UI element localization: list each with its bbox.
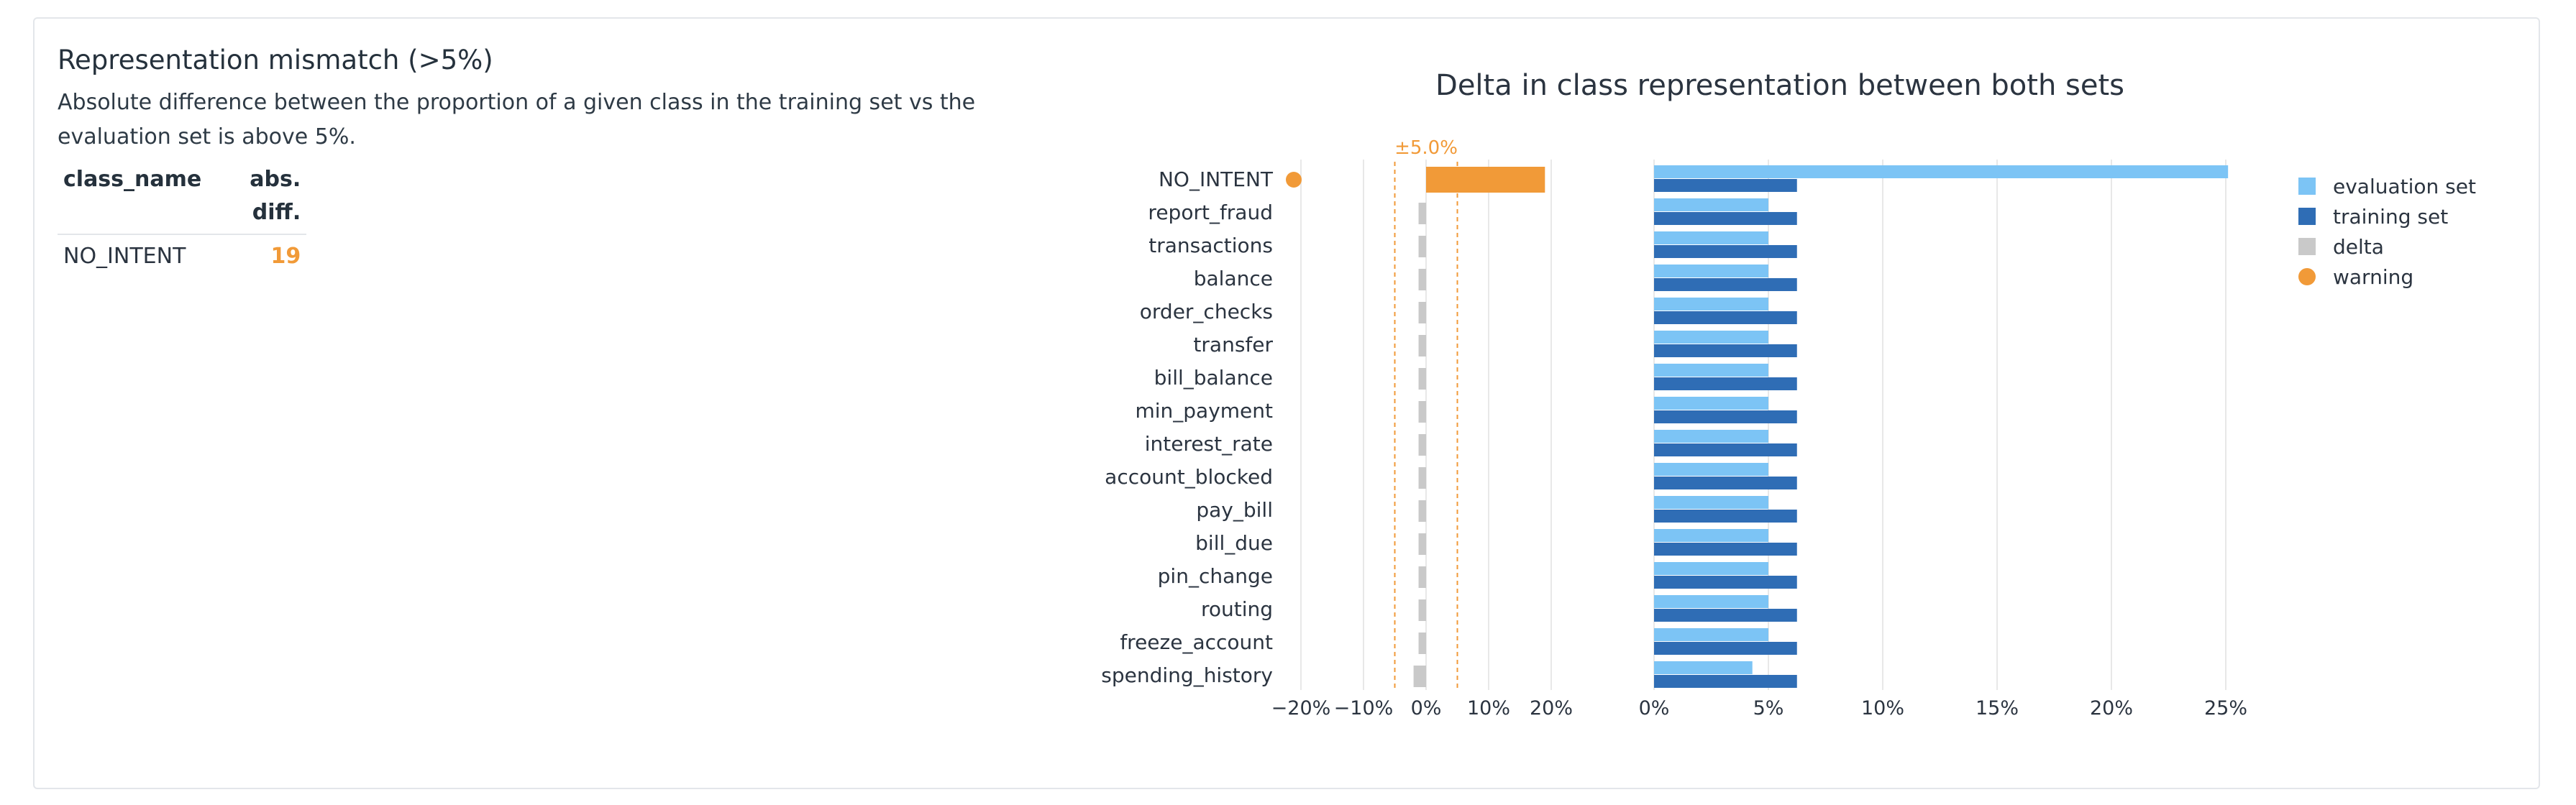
column-header-class-name: class_name	[58, 163, 208, 235]
evaluation-bar	[1654, 198, 1768, 211]
delta-tick-label: 10%	[1467, 697, 1510, 719]
delta-tick-label: −20%	[1271, 697, 1331, 719]
category-label: report_fraud	[1148, 201, 1273, 224]
delta-bar	[1418, 236, 1426, 257]
category-label: routing	[1201, 597, 1273, 621]
delta-tick-label: 20%	[1530, 697, 1573, 719]
training-bar	[1654, 576, 1797, 589]
delta-bar	[1418, 533, 1426, 555]
legend-swatch	[2298, 178, 2316, 195]
share-tick-label: 0%	[1639, 697, 1670, 719]
delta-bar	[1418, 599, 1426, 621]
delta-bar	[1418, 368, 1426, 390]
evaluation-bar	[1654, 562, 1768, 575]
category-label: bill_due	[1195, 531, 1273, 555]
panel-description: Absolute difference between the proporti…	[58, 90, 976, 150]
category-label: interest_rate	[1145, 432, 1273, 456]
share-tick-label: 20%	[2090, 697, 2133, 719]
share-tick-label: 25%	[2204, 697, 2247, 719]
delta-tick-label: 0%	[1411, 697, 1442, 719]
share-tick-label: 5%	[1753, 697, 1784, 719]
training-bar	[1654, 642, 1797, 655]
table-row: NO_INTENT 19	[58, 234, 306, 278]
legend-label: training set	[2333, 205, 2448, 229]
evaluation-bar	[1654, 298, 1768, 310]
column-header-abs-diff: abs. diff.	[207, 163, 307, 235]
training-bar	[1654, 245, 1797, 258]
legend-swatch	[2298, 238, 2316, 255]
category-label: balance	[1194, 267, 1273, 290]
category-label: pin_change	[1158, 564, 1273, 588]
evaluation-bar	[1654, 496, 1768, 509]
legend-label: warning	[2333, 265, 2413, 289]
evaluation-bar	[1654, 397, 1768, 410]
training-bar	[1654, 410, 1797, 423]
share-tick-label: 10%	[1861, 697, 1904, 719]
mismatch-table: class_name abs. diff. NO_INTENT 19	[58, 163, 307, 278]
share-tick-label: 15%	[1976, 697, 2019, 719]
delta-bar	[1418, 467, 1426, 489]
training-bar	[1654, 543, 1797, 556]
delta-tick-label: −10%	[1334, 697, 1394, 719]
evaluation-bar	[1654, 231, 1768, 244]
training-bar	[1654, 212, 1797, 225]
delta-bar	[1413, 666, 1426, 687]
training-bar	[1654, 609, 1797, 622]
category-label: pay_bill	[1196, 498, 1273, 522]
delta-bar	[1418, 335, 1426, 356]
chart-title: Delta in class representation between bo…	[1435, 69, 2124, 102]
training-bar	[1654, 675, 1797, 688]
delta-bar	[1418, 302, 1426, 323]
legend-swatch	[2298, 208, 2316, 225]
legend-swatch-warning	[2298, 268, 2316, 285]
evaluation-bar	[1654, 165, 2229, 178]
category-label: order_checks	[1140, 300, 1273, 323]
category-label: transactions	[1148, 234, 1273, 257]
category-label: account_blocked	[1105, 465, 1273, 489]
delta-bar	[1418, 500, 1426, 522]
mismatch-panel: Representation mismatch (>5%) Absolute d…	[58, 45, 992, 278]
evaluation-bar	[1654, 264, 1768, 277]
evaluation-bar	[1654, 364, 1768, 377]
training-bar	[1654, 179, 1797, 192]
evaluation-bar	[1654, 430, 1768, 443]
delta-bar	[1418, 434, 1426, 456]
category-label: freeze_account	[1120, 630, 1273, 654]
threshold-label: ±5.0%	[1394, 137, 1458, 159]
evaluation-bar	[1654, 463, 1768, 476]
training-bar	[1654, 510, 1797, 523]
evaluation-bar	[1654, 595, 1768, 608]
delta-bar	[1418, 203, 1426, 224]
delta-bar	[1418, 401, 1426, 423]
evaluation-bar	[1654, 331, 1768, 344]
training-bar	[1654, 344, 1797, 357]
legend-label: evaluation set	[2333, 175, 2476, 198]
training-bar	[1654, 477, 1797, 489]
table-header-row: class_name abs. diff.	[58, 163, 307, 235]
delta-bar	[1418, 632, 1426, 654]
evaluation-bar	[1654, 529, 1768, 542]
category-label: transfer	[1193, 333, 1273, 356]
training-bar	[1654, 311, 1797, 324]
category-label: bill_balance	[1154, 366, 1273, 390]
cell-abs-diff: 19	[270, 244, 301, 269]
panel-title: Representation mismatch (>5%)	[58, 45, 493, 75]
cell-class-name: NO_INTENT	[63, 244, 186, 269]
delta-bar	[1418, 269, 1426, 290]
mismatch-card	[33, 17, 2540, 789]
category-label: min_payment	[1135, 399, 1273, 423]
category-label: spending_history	[1101, 663, 1273, 687]
warning-marker	[1286, 172, 1302, 188]
delta-bar	[1418, 566, 1426, 588]
delta-bar	[1426, 167, 1545, 193]
training-bar	[1654, 278, 1797, 291]
category-label: NO_INTENT	[1159, 167, 1274, 191]
evaluation-bar	[1654, 628, 1768, 641]
training-bar	[1654, 377, 1797, 390]
training-bar	[1654, 443, 1797, 456]
evaluation-bar	[1654, 661, 1753, 674]
legend-label: delta	[2333, 235, 2384, 259]
